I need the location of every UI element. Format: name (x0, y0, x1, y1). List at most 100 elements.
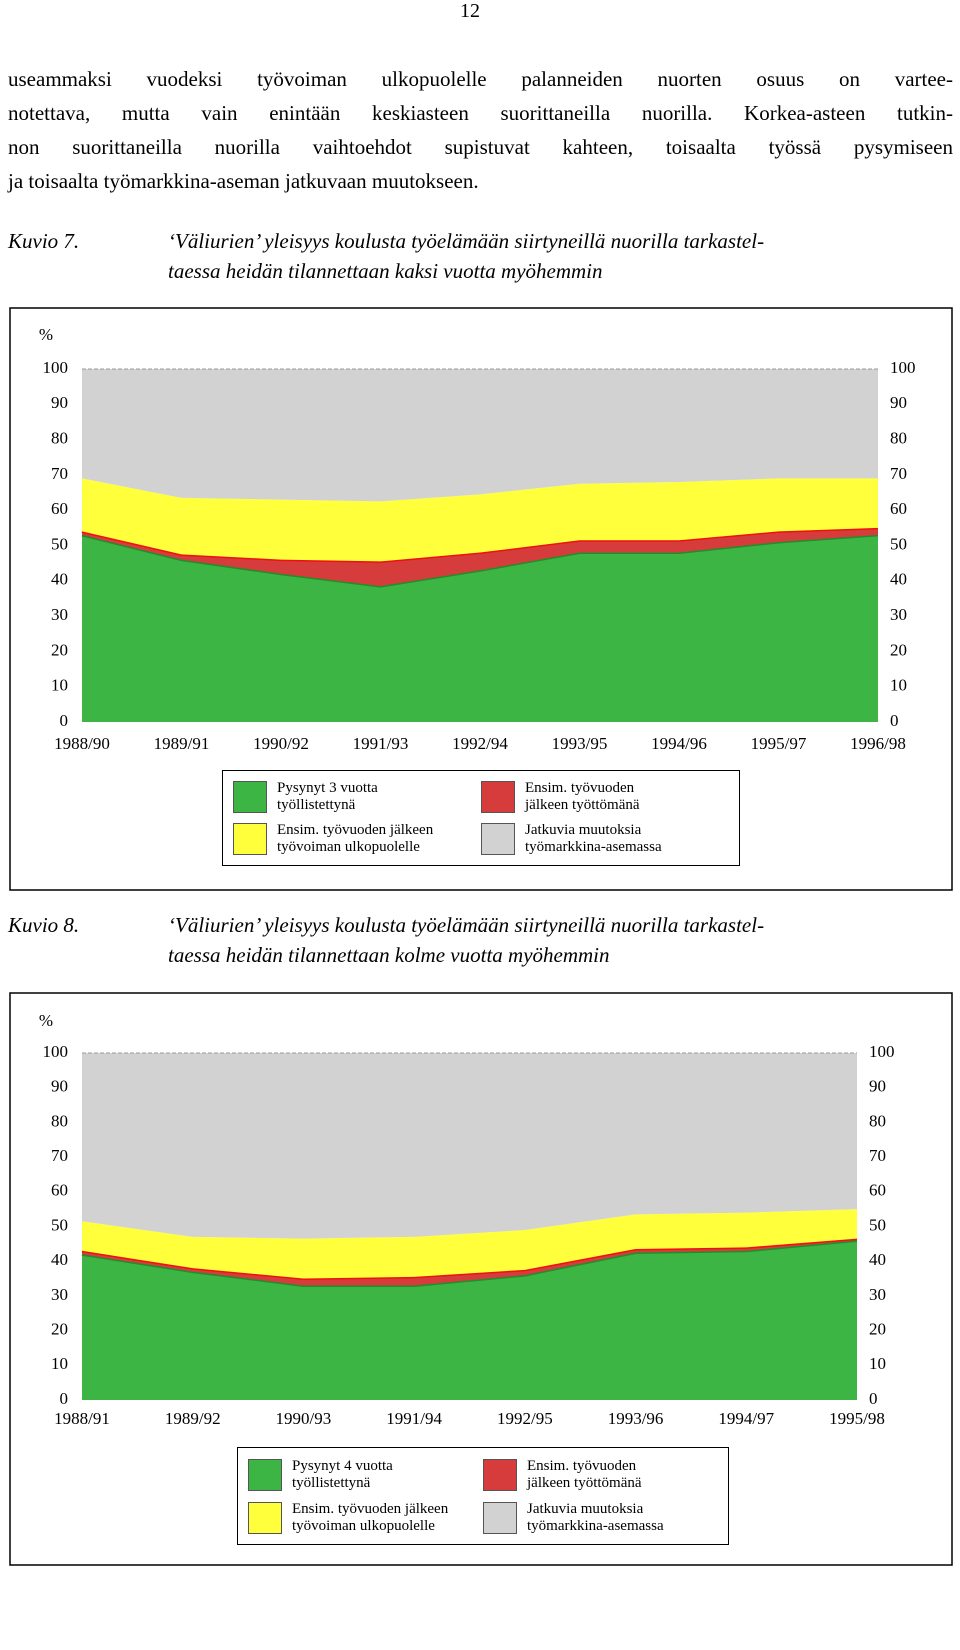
y-tick-label: 100 (43, 358, 69, 377)
legend-label: Pysynyt 3 vuotta työllistettynä (277, 780, 378, 813)
y-tick-label: 20 (51, 1320, 68, 1339)
y-tick-label-right: 90 (890, 393, 907, 412)
legend-item: Jatkuvia muutoksia työmarkkina-asemassa (483, 1499, 718, 1536)
y-tick-label: 100 (43, 1042, 69, 1061)
x-tick-label: 1990/93 (276, 1409, 332, 1428)
y-tick-label: 50 (51, 534, 68, 553)
y-tick-label: 70 (51, 1146, 68, 1165)
y-axis-label: % (39, 1011, 53, 1030)
y-tick-label: 0 (60, 1389, 69, 1408)
legend-label: Pysynyt 4 vuotta työllistettynä (292, 1457, 393, 1491)
y-tick-label: 50 (51, 1215, 68, 1234)
y-tick-label-right: 60 (869, 1181, 886, 1200)
legend-item: Ensim. työvuoden jälkeen työvoiman ulkop… (233, 821, 481, 857)
y-tick-label: 90 (51, 1077, 68, 1096)
area (82, 1238, 857, 1286)
x-tick-label: 1989/91 (154, 734, 210, 753)
x-tick-label: 1992/95 (497, 1409, 553, 1428)
area (82, 369, 878, 502)
y-tick-label: 0 (60, 711, 69, 730)
legend-swatch (233, 823, 267, 855)
x-tick-label: 1995/98 (829, 1409, 885, 1428)
legend-swatch (248, 1501, 282, 1534)
legend-label: Ensim. työvuoden jälkeen työvoiman ulkop… (277, 822, 434, 855)
paragraph-line: notettava, mutta vain enintään keskiaste… (8, 101, 953, 125)
x-tick-label: 1995/97 (751, 734, 807, 753)
legend-item: Ensim. työvuoden jälkeen työttömänä (483, 1456, 718, 1493)
legend-label: Jatkuvia muutoksia työmarkkina-asemassa (525, 822, 662, 855)
x-tick-label: 1993/96 (608, 1409, 664, 1428)
legend-label: Ensim. työvuoden jälkeen työvoiman ulkop… (292, 1500, 449, 1534)
y-tick-label-right: 80 (869, 1111, 886, 1130)
y-tick-label: 60 (51, 1181, 68, 1200)
area (82, 527, 878, 587)
x-tick-label: 1992/94 (452, 734, 508, 753)
legend-swatch (248, 1458, 282, 1491)
legend-swatch (481, 823, 515, 855)
y-tick-label-right: 0 (890, 711, 899, 730)
legend-swatch (481, 781, 515, 813)
y-tick-label-right: 10 (890, 676, 907, 695)
legend-label: Jatkuvia muutoksia työmarkkina-asemassa (527, 1500, 664, 1534)
page-number: 12 (460, 0, 480, 22)
x-tick-label: 1994/96 (651, 734, 707, 753)
y-tick-label-right: 100 (869, 1042, 895, 1061)
y-tick-label-right: 60 (890, 499, 907, 518)
legend-label: Ensim. työvuoden jälkeen työttömänä (525, 780, 640, 813)
figure-label: Kuvio 8. (8, 913, 80, 937)
figure-title: ‘Väliurien’ yleisyys koulusta työelämään… (168, 913, 765, 937)
chart-frame (9, 992, 953, 1566)
legend-item: Pysynyt 3 vuotta työllistettynä (233, 779, 481, 815)
y-tick-label-right: 80 (890, 429, 907, 448)
y-tick-label-right: 90 (869, 1077, 886, 1096)
y-axis-label: % (39, 325, 53, 344)
figure-title: taessa heidän tilannettaan kolme vuotta … (168, 943, 610, 967)
legend-swatch (483, 1458, 517, 1491)
legend: Pysynyt 3 vuotta työllistettynä Ensim. ty… (222, 770, 740, 866)
x-tick-label: 1988/90 (54, 734, 110, 753)
y-tick-label-right: 0 (869, 1389, 878, 1408)
x-tick-label: 1991/93 (353, 734, 409, 753)
area (82, 1053, 857, 1239)
x-tick-label: 1993/95 (552, 734, 608, 753)
paragraph-line: useammaksi vuodeksi työvoiman ulkopuolel… (8, 67, 953, 91)
y-tick-label-right: 10 (869, 1354, 886, 1373)
y-tick-label: 30 (51, 1285, 68, 1304)
y-tick-label-right: 20 (890, 640, 907, 659)
paragraph-line: non suorittaneilla nuorilla vaihtoehdot … (8, 135, 953, 159)
legend-swatch (233, 781, 267, 813)
y-tick-label-right: 20 (869, 1320, 886, 1339)
figure-label: Kuvio 7. (8, 229, 80, 253)
x-tick-label: 1994/97 (718, 1409, 774, 1428)
area (82, 534, 878, 722)
y-tick-label: 40 (51, 570, 68, 589)
y-tick-label-right: 30 (869, 1285, 886, 1304)
area (82, 478, 878, 562)
y-tick-label: 70 (51, 464, 68, 483)
chart-frame (9, 307, 953, 891)
area (82, 1240, 857, 1400)
legend-swatch (483, 1501, 517, 1534)
x-tick-label: 1989/92 (165, 1409, 221, 1428)
y-tick-label: 80 (51, 1111, 68, 1130)
y-tick-label: 90 (51, 393, 68, 412)
y-tick-label: 40 (51, 1250, 68, 1269)
paragraph-line: ja toisaalta työmarkkina-aseman jatkuvaa… (8, 169, 479, 193)
y-tick-label-right: 40 (890, 570, 907, 589)
x-tick-label: 1996/98 (850, 734, 906, 753)
x-tick-label: 1991/94 (386, 1409, 442, 1428)
y-tick-label-right: 30 (890, 605, 907, 624)
area (82, 1209, 857, 1279)
x-tick-label: 1990/92 (253, 734, 309, 753)
y-tick-label-right: 70 (869, 1146, 886, 1165)
y-tick-label: 80 (51, 429, 68, 448)
legend-label: Ensim. työvuoden jälkeen työttömänä (527, 1457, 642, 1491)
legend-item: Jatkuvia muutoksia työmarkkina-asemassa (481, 821, 729, 857)
y-tick-label-right: 40 (869, 1250, 886, 1269)
y-tick-label-right: 50 (869, 1215, 886, 1234)
legend-item: Pysynyt 4 vuotta työllistettynä (248, 1456, 483, 1493)
legend-item: Ensim. työvuoden jälkeen työttömänä (481, 779, 729, 815)
y-tick-label-right: 50 (890, 534, 907, 553)
